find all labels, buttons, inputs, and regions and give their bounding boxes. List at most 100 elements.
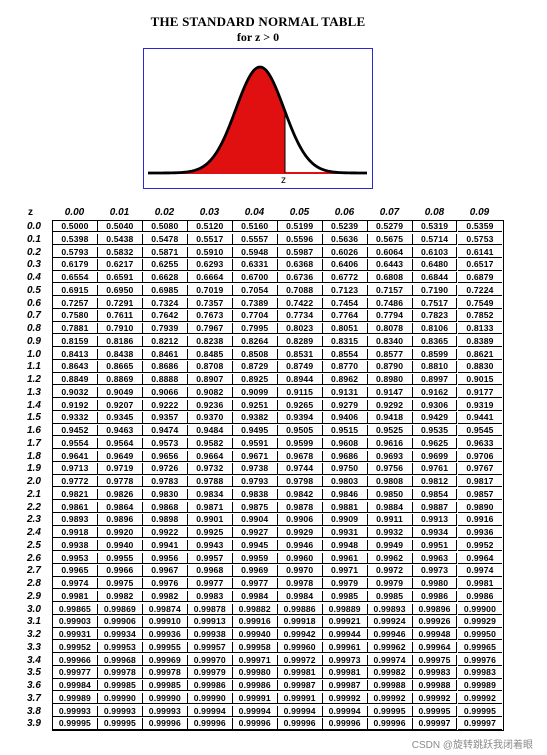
table-cell: 0.5793 xyxy=(53,246,98,258)
table-cell: 0.9767 xyxy=(457,463,503,475)
table-cell: 0.6026 xyxy=(322,246,368,258)
table-cell: 0.9382 xyxy=(232,412,278,424)
table-row: 0.9821 0.9826 0.9830 0.9834 0.9838 0.9842 0.98… xyxy=(53,488,503,501)
table-cell: 0.9826 xyxy=(97,488,143,500)
table-cell: 0.9082 xyxy=(187,386,233,398)
table-cell: 0.99952 xyxy=(53,641,98,653)
z-row-label: 0.0 xyxy=(27,221,41,232)
table-cell: 0.7580 xyxy=(53,310,98,322)
table-cell: 0.99986 xyxy=(232,680,278,692)
table-cell: 0.9713 xyxy=(53,463,98,475)
z-row-label: 0.5 xyxy=(27,284,41,296)
table-cell: 0.9788 xyxy=(187,476,233,488)
table-row: 0.9032 0.9049 0.9066 0.9082 0.9099 0.9115 0.91… xyxy=(53,386,503,399)
bell-curve xyxy=(148,65,367,175)
table-cell: 0.9554 xyxy=(53,437,98,449)
table-cell: 0.99955 xyxy=(142,641,188,653)
table-cell: 0.9975 xyxy=(97,578,143,590)
table-cell: 0.99958 xyxy=(232,641,278,653)
table-cell: 0.99968 xyxy=(97,654,143,666)
table-cell: 0.8186 xyxy=(97,335,143,347)
table-row: 0.99865 0.99869 0.99874 0.99878 0.99882 0.998… xyxy=(53,603,503,616)
table-cell: 0.8643 xyxy=(53,361,98,373)
table-cell: 0.9887 xyxy=(412,501,458,513)
table-cell: 0.6844 xyxy=(412,272,458,284)
table-cell: 0.5080 xyxy=(142,221,188,233)
table-cell: 0.9857 xyxy=(457,489,503,500)
table-row: 0.5000 0.5040 0.5080 0.5120 0.5160 0.5199 0.52… xyxy=(53,221,503,233)
table-cell: 0.9904 xyxy=(232,514,278,526)
table-cell: 0.9976 xyxy=(142,578,188,590)
table-cell: 0.99995 xyxy=(53,718,98,730)
table-cell: 0.9162 xyxy=(412,386,458,398)
table-cell: 0.5871 xyxy=(142,246,188,258)
table-cell: 0.8577 xyxy=(367,348,413,360)
table-cell: 0.9783 xyxy=(142,476,188,488)
table-cell: 0.9953 xyxy=(53,552,98,564)
table-cell: 0.9222 xyxy=(142,399,188,411)
column-header: 0.06 xyxy=(334,207,355,218)
z-row-label: 1.7 xyxy=(27,437,41,449)
table-cell: 0.9961 xyxy=(322,552,368,564)
table-cell: 0.9798 xyxy=(277,476,323,488)
table-cell: 0.99985 xyxy=(142,680,188,692)
table-cell: 0.9985 xyxy=(367,590,413,602)
table-cell: 0.99980 xyxy=(232,667,278,679)
table-cell: 0.9979 xyxy=(322,578,368,590)
table-cell: 0.6736 xyxy=(277,272,323,284)
table-cell: 0.8944 xyxy=(277,374,323,386)
table-row: 0.99993 0.99993 0.99993 0.99994 0.99994 0.999… xyxy=(53,705,503,718)
table-cell: 0.99997 xyxy=(457,718,503,730)
table-cell: 0.7486 xyxy=(367,297,413,309)
table-cell: 0.5359 xyxy=(457,221,503,233)
table-cell: 0.9656 xyxy=(142,450,188,462)
table-row: 0.9332 0.9345 0.9357 0.9370 0.9382 0.9394 0.94… xyxy=(53,412,503,424)
column-header: 0.01 xyxy=(109,207,130,218)
table-cell: 0.9582 xyxy=(187,437,233,449)
table-cell: 0.9940 xyxy=(97,539,143,551)
table-cell: 0.99865 xyxy=(53,603,98,615)
column-header: 0.00 xyxy=(64,207,85,218)
table-cell: 0.8531 xyxy=(277,348,323,360)
table-cell: 0.9967 xyxy=(142,565,188,577)
table-cell: 0.8790 xyxy=(367,361,413,373)
table-row: 0.9192 0.9207 0.9222 0.9236 0.9251 0.9265 0.92… xyxy=(53,399,503,412)
z-row-label: 1.9 xyxy=(27,463,41,475)
table-cell: 0.9980 xyxy=(412,578,458,590)
table-row: 0.6179 0.6217 0.6255 0.6293 0.6331 0.6368 0.64… xyxy=(53,259,503,271)
table-cell: 0.99985 xyxy=(97,680,143,692)
table-cell: 0.99990 xyxy=(187,692,233,704)
table-cell: 0.6700 xyxy=(232,272,278,284)
table-cell: 0.7324 xyxy=(142,297,188,309)
table-cell: 0.9535 xyxy=(412,425,458,437)
table-cell: 0.9955 xyxy=(97,552,143,564)
table-cell: 0.5478 xyxy=(142,233,188,245)
table-cell: 0.99957 xyxy=(187,641,233,653)
table-cell: 0.9015 xyxy=(457,374,503,386)
table-cell: 0.9909 xyxy=(322,514,368,526)
table-cell: 0.99918 xyxy=(277,616,323,628)
table-cell: 0.9463 xyxy=(97,425,143,437)
table-cell: 0.99994 xyxy=(232,705,278,717)
table-cell: 0.9616 xyxy=(367,437,413,449)
table-cell: 0.6554 xyxy=(53,272,98,284)
table-cell: 0.5714 xyxy=(412,233,458,245)
table-cell: 0.9418 xyxy=(367,412,413,424)
table-row: 0.8413 0.8438 0.8461 0.8485 0.8508 0.8531 0.85… xyxy=(53,348,503,361)
z-row-label: 3.4 xyxy=(27,654,41,666)
table-cell: 0.9599 xyxy=(277,437,323,449)
table-cell: 0.9236 xyxy=(187,399,233,411)
table-cell: 0.9931 xyxy=(322,527,368,539)
table-cell: 0.99987 xyxy=(322,680,368,692)
column-header: 0.07 xyxy=(379,207,400,218)
probability-table: 0.5000 0.5040 0.5080 0.5120 0.5160 0.5199 0.52… xyxy=(52,220,504,731)
table-cell: 0.5000 xyxy=(53,221,98,233)
table-cell: 0.9918 xyxy=(53,527,98,539)
table-cell: 0.99990 xyxy=(97,692,143,704)
table-cell: 0.99974 xyxy=(367,654,413,666)
table-cell: 0.99964 xyxy=(412,641,458,653)
table-cell: 0.9838 xyxy=(232,488,278,500)
table-cell: 0.99994 xyxy=(277,705,323,717)
table-row: 0.7881 0.7910 0.7939 0.7967 0.7995 0.8023 0.80… xyxy=(53,323,503,335)
table-cell: 0.9943 xyxy=(187,539,233,551)
